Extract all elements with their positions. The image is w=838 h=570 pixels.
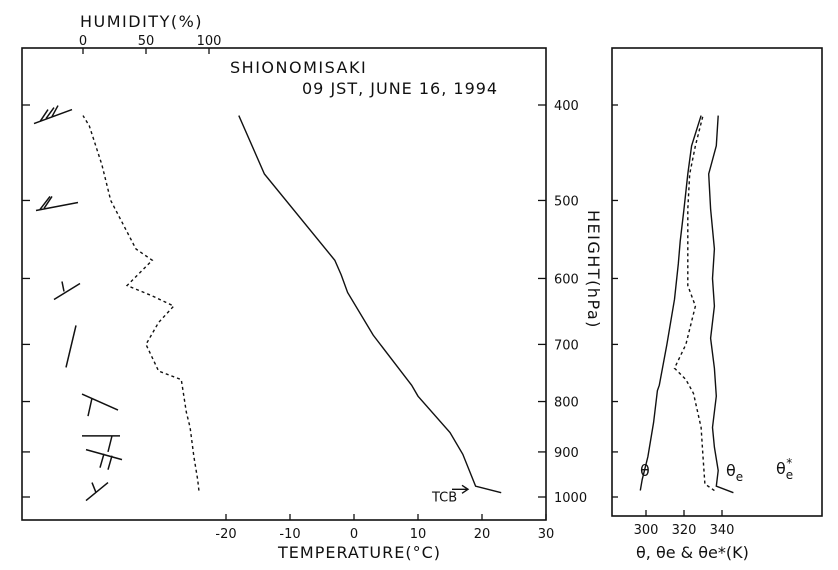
potential-temperature-panel: 300 320 340 θ, θe & θe*(K) θ θe θe*: [611, 47, 823, 562]
humidity-tick-label: 0: [79, 34, 87, 49]
label-superscript: *: [786, 456, 792, 470]
chart-subtitle: 09 JST, JUNE 16, 1994: [302, 79, 498, 98]
temperature-tick-label: 30: [538, 527, 555, 542]
theta-e-profile-line: [673, 115, 715, 492]
theta-tick-label: 340: [710, 523, 735, 538]
temperature-axis-label: TEMPERATURE(°C): [277, 543, 441, 562]
right-plot-frame: [611, 47, 823, 517]
theta-tick-label: 320: [672, 523, 697, 538]
wind-barb: [85, 481, 109, 502]
humidity-axis-label: HUMIDITY(%): [80, 12, 203, 31]
theta-profile-line: [639, 115, 702, 491]
humidity-tick-label: 100: [197, 34, 222, 49]
tcb-annotation: TCB: [431, 490, 457, 505]
theta-e-star-profile-line: [707, 115, 734, 494]
temperature-tick-label: 20: [474, 527, 491, 542]
wind-barb: [33, 105, 73, 125]
temperature-tick-label: 0: [350, 527, 358, 542]
theta-e-series-label: θe: [726, 461, 743, 484]
pressure-tick-label: 600: [554, 272, 579, 287]
wind-barb: [81, 393, 119, 417]
label-subscript: e: [736, 470, 743, 484]
theta-axis-label: θ, θe & θe*(K): [636, 543, 749, 562]
wind-barb: [85, 448, 123, 470]
theta-series-label: θ: [640, 461, 650, 480]
pressure-tick-label: 900: [554, 446, 579, 461]
wind-barb: [53, 281, 81, 301]
theta-tick-label: 300: [634, 523, 659, 538]
theta-e-star-series-label: θe*: [776, 456, 793, 482]
pressure-tick-label: 500: [554, 194, 579, 209]
label-subscript: e: [786, 468, 793, 482]
temperature-tick-label: 10: [410, 527, 427, 542]
label-base: θ: [640, 461, 650, 480]
label-base: θ: [726, 461, 736, 480]
height-axis-label: HEIGHT(hPa): [584, 210, 603, 329]
chart-title: SHIONOMISAKI: [230, 58, 367, 77]
temperature-tick-label: -10: [279, 527, 300, 542]
temperature-humidity-panel: -20 -10 0 10 20 30 0 50 100 400 500 600 700 800 900 1…: [21, 12, 603, 562]
wind-barb: [65, 325, 77, 368]
label-base: θ: [776, 459, 786, 478]
pressure-tick-label: 400: [554, 99, 579, 114]
temperature-tick-label: -20: [215, 527, 236, 542]
wind-barb: [82, 435, 120, 453]
pressure-tick-label: 700: [554, 338, 579, 353]
humidity-profile-line: [82, 115, 200, 491]
wind-barb: [35, 196, 79, 212]
tcb-arrow: [452, 484, 470, 494]
humidity-tick-label: 50: [138, 34, 155, 49]
pressure-tick-label: 800: [554, 396, 579, 411]
temperature-profile-line: [238, 115, 502, 494]
left-plot-frame: [21, 47, 547, 521]
pressure-tick-label: 1000: [554, 491, 587, 506]
